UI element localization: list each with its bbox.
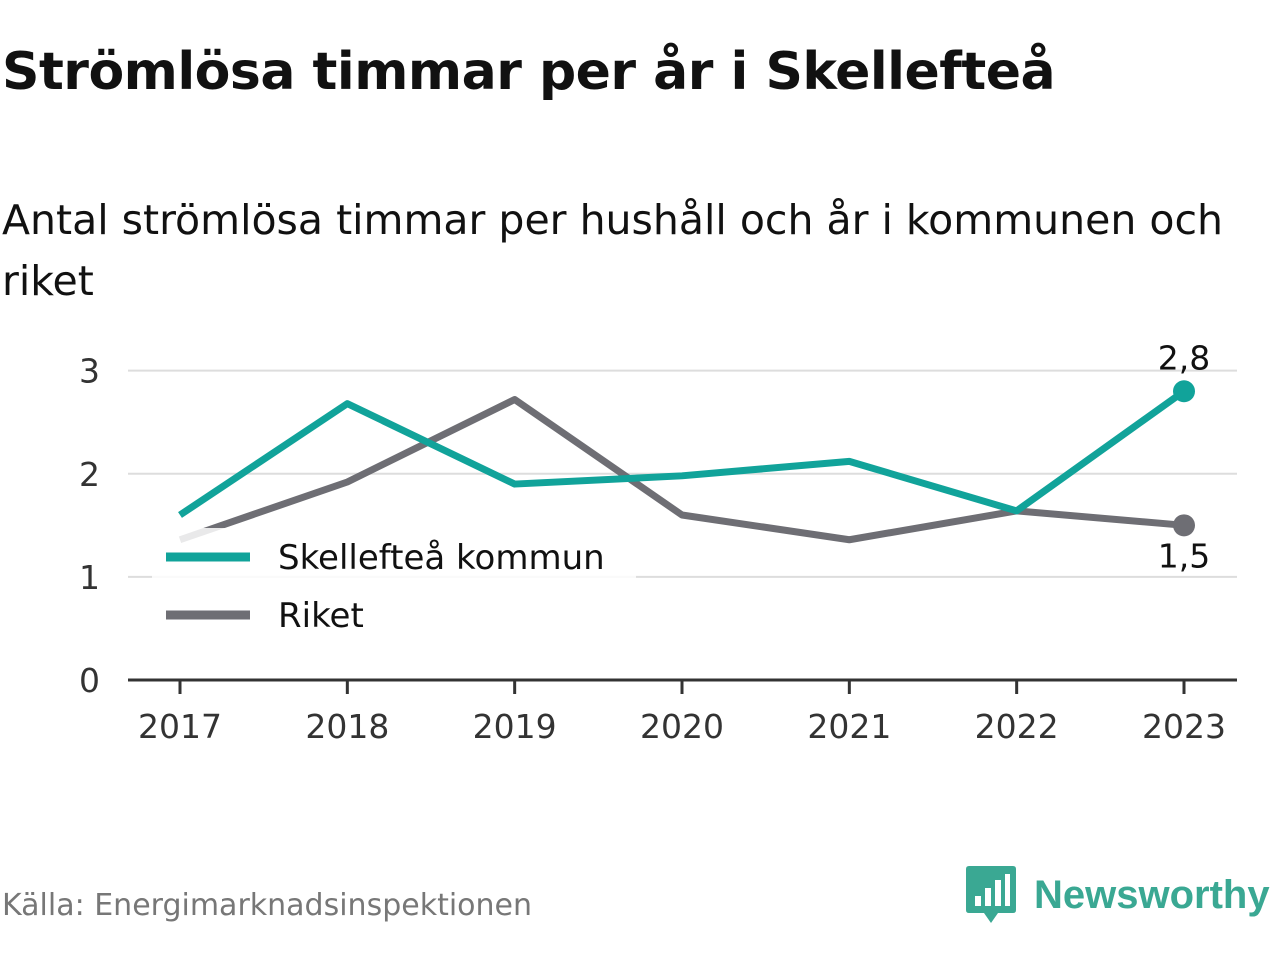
legend-label: Skellefteå kommun [278,538,605,578]
brand[interactable]: Newsworthy [966,866,1270,924]
y-tick-label: 0 [79,661,100,700]
x-tick-label: 2021 [807,707,891,746]
data-point-1-6 [1173,514,1195,537]
y-tick-label: 2 [79,455,100,494]
brand-name: Newsworthy [1034,872,1270,917]
newsworthy-logo-icon [966,866,1016,923]
x-tick-label: 2019 [473,707,557,746]
x-tick-label: 2018 [305,707,389,746]
x-axis: 2017 2018 2019 2020 2021 2022 2023 [128,678,1237,746]
x-tick-label: 2023 [1142,707,1226,746]
legend: Skellefteå kommun Riket [152,528,636,640]
x-tick-label: 2020 [640,707,724,746]
line-chart: 0 1 2 3 2017 2018 2019 2020 2021 2022 2023 Skelle… [79,340,1237,746]
y-tick-label: 1 [79,558,100,597]
series-line-1 [178,396,1185,544]
x-tick-label: 2017 [138,707,222,746]
end-label-riket: 1,5 [1158,536,1210,575]
y-axis-ticks: 0 1 2 3 [79,352,100,700]
source-note: Källa: Energimarknadsinspektionen [2,888,533,923]
chart-subtitle: Antal strömlösa timmar per hushåll och å… [2,196,1223,305]
data-point-0-6 [1173,380,1195,403]
x-tick-label: 2022 [975,707,1059,746]
legend-background [152,528,636,640]
legend-label: Riket [278,596,364,636]
series-line-0 [178,388,1187,518]
end-labels: 2,8 1,5 [1158,340,1210,575]
chart-title: Strömlösa timmar per år i Skellefteå [2,42,1056,102]
y-tick-label: 3 [79,352,100,391]
series-lines [178,380,1195,544]
end-label-skelleftea: 2,8 [1158,340,1210,377]
